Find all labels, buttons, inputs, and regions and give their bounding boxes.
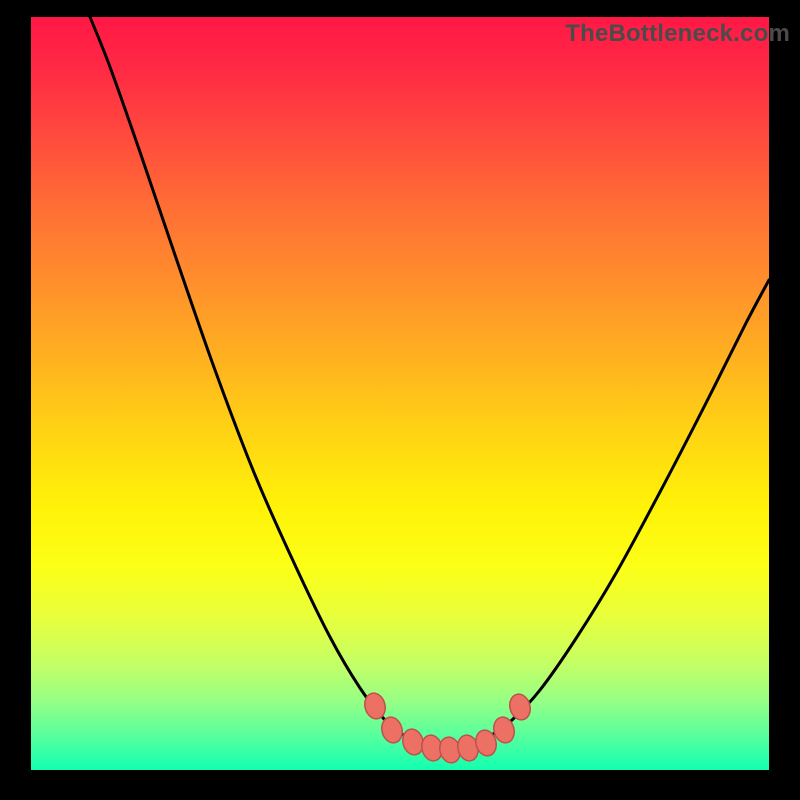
watermark-text: TheBottleneck.com — [565, 20, 790, 48]
bottleneck-curve — [90, 17, 769, 749]
chart-svg — [31, 17, 769, 770]
trough-marker — [507, 692, 533, 722]
plot-area — [31, 17, 769, 770]
outer-frame: TheBottleneck.com — [0, 0, 800, 800]
